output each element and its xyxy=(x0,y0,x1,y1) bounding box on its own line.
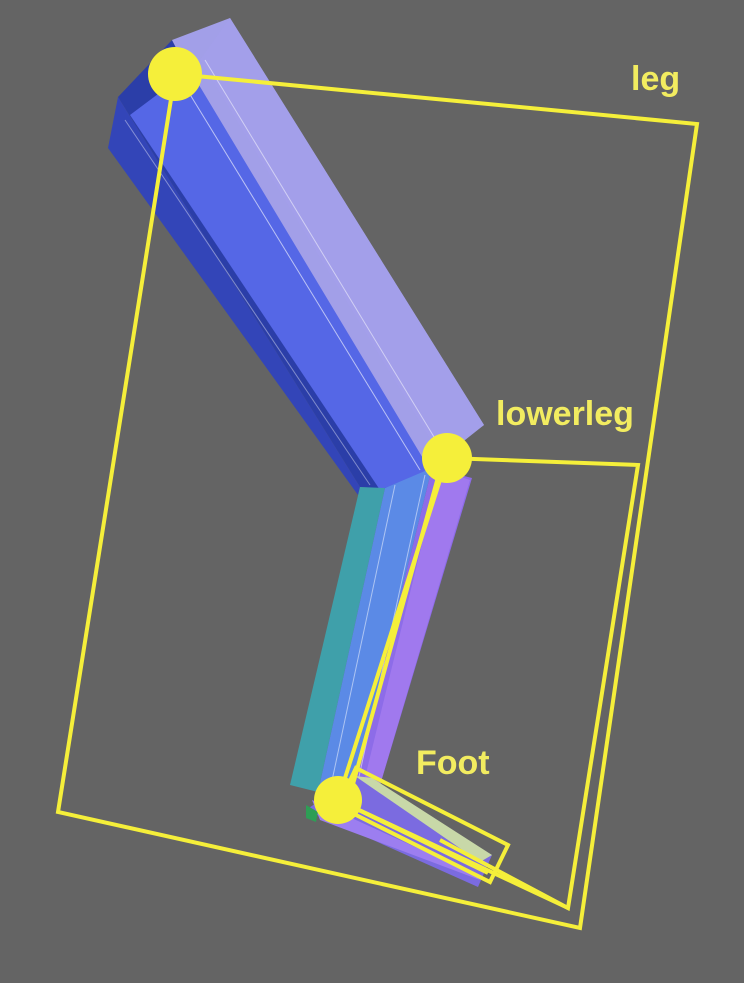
leg-label: leg xyxy=(631,60,681,98)
foot-label: Foot xyxy=(416,744,490,782)
lowerleg-label: lowerleg xyxy=(496,395,634,433)
leg-bounding-box xyxy=(55,72,700,931)
upper-leg-mesh xyxy=(108,18,484,495)
foot-joint-handle[interactable] xyxy=(314,776,362,824)
lower-leg-mesh xyxy=(290,468,472,800)
leg-joint-handle[interactable] xyxy=(148,47,202,101)
lowerleg-joint-handle[interactable] xyxy=(422,433,472,483)
